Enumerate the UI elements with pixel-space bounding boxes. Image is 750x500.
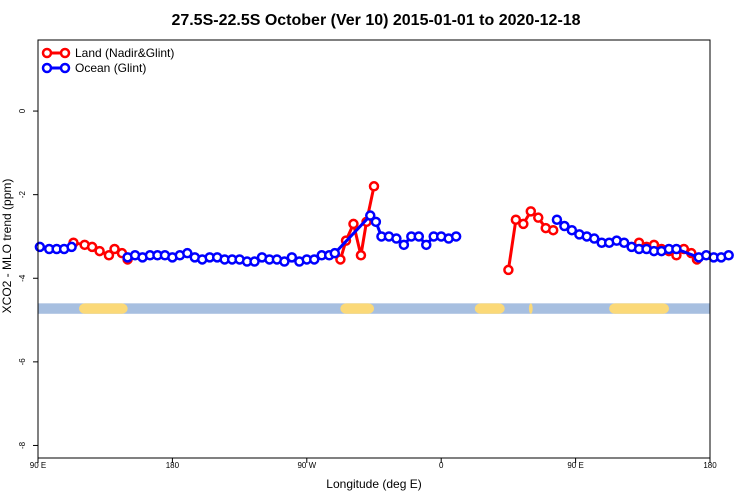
y-tick-label: -6 — [18, 358, 27, 366]
data-point — [249, 256, 260, 267]
x-tick-label: 90 E — [30, 461, 46, 470]
data-point — [525, 206, 537, 217]
land-mask-segment — [79, 303, 128, 314]
land-mask-segment — [528, 303, 533, 314]
data-point — [671, 243, 682, 255]
data-point — [66, 241, 77, 253]
land-mask-segment — [609, 303, 669, 314]
y-axis-label: XCO2 - MLO trend (ppm) — [0, 179, 14, 314]
land-ocean-mask — [38, 303, 710, 314]
data-point — [413, 231, 425, 242]
x-axis-ticks: 90 E 180 90 W 0 90 E 180 — [30, 458, 717, 470]
data-point — [182, 247, 193, 259]
x-tick-label: 180 — [166, 461, 180, 470]
legend: Land (Nadir&Glint)Ocean (Glint) — [41, 46, 174, 75]
data-point — [533, 212, 544, 223]
data-point — [559, 220, 570, 232]
series-ocean — [34, 210, 734, 267]
data-point — [503, 264, 514, 276]
data-point — [723, 250, 734, 261]
y-axis-ticks: 0 -2 -4 -6 -8 — [18, 108, 38, 449]
data-point — [365, 210, 376, 221]
chart-title: 27.5S-22.5S October (Ver 10) 2015-01-01 … — [171, 12, 580, 29]
data-point — [510, 214, 522, 225]
y-tick-label: -2 — [18, 191, 27, 199]
data-point — [391, 233, 402, 244]
data-point — [348, 218, 359, 230]
data-point — [355, 250, 367, 261]
legend-marker — [41, 62, 53, 74]
series-layer — [34, 181, 734, 276]
data-point — [518, 218, 529, 230]
data-point — [618, 237, 630, 248]
legend-label: Ocean (Glint) — [75, 61, 146, 75]
y-tick-label: -4 — [18, 274, 27, 282]
y-tick-label: 0 — [18, 108, 27, 113]
data-point — [309, 254, 320, 265]
data-point — [589, 233, 600, 244]
data-point — [109, 243, 120, 255]
data-point — [547, 224, 559, 236]
data-point — [103, 250, 115, 261]
legend-marker — [41, 47, 53, 59]
data-point — [566, 224, 578, 236]
x-tick-label: 90 W — [297, 461, 316, 470]
land-mask-segment — [340, 303, 374, 314]
x-tick-label: 0 — [439, 461, 444, 470]
legend-marker — [59, 47, 71, 59]
legend-marker — [59, 62, 71, 74]
data-point — [398, 239, 410, 251]
data-point — [329, 247, 341, 259]
data-point — [335, 254, 346, 265]
x-tick-label: 90 E — [567, 461, 583, 470]
data-point — [34, 241, 46, 253]
data-point — [86, 241, 98, 253]
data-point — [370, 216, 382, 228]
legend-label: Land (Nadir&Glint) — [75, 46, 174, 60]
y-tick-label: -8 — [18, 441, 27, 449]
x-tick-label: 180 — [703, 461, 717, 470]
data-point — [286, 252, 298, 263]
land-mask-segment — [474, 303, 505, 314]
x-axis-label: Longitude (deg E) — [326, 477, 421, 491]
data-point — [421, 239, 432, 251]
data-point — [368, 181, 380, 192]
data-point — [279, 256, 290, 267]
data-point — [450, 231, 462, 242]
data-point — [551, 214, 563, 225]
data-point — [94, 245, 105, 257]
plot-frame — [37, 39, 711, 459]
